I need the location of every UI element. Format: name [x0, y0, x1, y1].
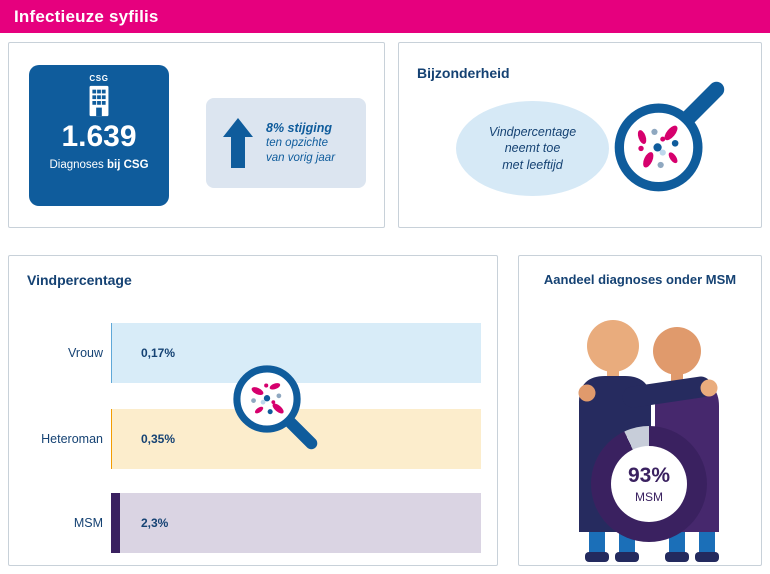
- bar-fill: [111, 493, 120, 553]
- trend-detail: ten opzichte van vorig jaar: [266, 136, 335, 166]
- diagnoses-caption-bold: bij CSG: [107, 159, 149, 171]
- trend-headline: 8% stijging: [266, 120, 332, 135]
- trend-detail-line2: van vorig jaar: [266, 151, 336, 164]
- bar-label: Heteroman: [41, 432, 103, 446]
- bar-track: 2,3%: [111, 493, 481, 553]
- page-title: Infectieuze syfilis: [14, 6, 159, 26]
- trend-text: 8% stijging ten opzichte van vorig jaar: [266, 121, 335, 166]
- msm-donut-center: 93% MSM: [611, 446, 687, 522]
- bar-fill: [111, 409, 113, 469]
- csg-tile: CSG 1.639 Diagnoses bij CSG: [29, 65, 169, 206]
- diagnoses-caption: Diagnoses bij CSG: [49, 159, 148, 171]
- magnifier-microbes-icon: [229, 361, 324, 456]
- note-line-2: neemt toe: [504, 141, 561, 156]
- vindpercentage-title: Vindpercentage: [27, 272, 132, 288]
- msm-panel-title: Aandeel diagnoses onder MSM: [543, 272, 737, 287]
- bar-row-msm: MSM 2,3%: [9, 493, 497, 553]
- diagnoses-caption-prefix: Diagnoses: [49, 159, 104, 171]
- bar-value: 0,35%: [141, 432, 176, 446]
- bijzonderheid-title: Bijzonderheid: [417, 65, 510, 81]
- magnifier-microbes-icon: [609, 73, 733, 197]
- bijzonderheid-panel: Bijzonderheid Vindpercentage neemt toe m…: [398, 42, 762, 228]
- up-arrow-icon: [223, 118, 253, 168]
- msm-percent-label: 93%: [627, 463, 671, 487]
- bar-row-heteroman: Heteroman 0,35%: [9, 409, 497, 469]
- bar-value: 2,3%: [141, 516, 169, 530]
- msm-sub-label: MSM: [635, 489, 663, 504]
- trend-detail-line1: ten opzichte: [266, 136, 329, 149]
- bar-fill: [111, 323, 112, 383]
- bar-track: 0,35%: [111, 409, 481, 469]
- diagnoses-count: 1.639: [61, 120, 137, 153]
- bar-label: MSM: [73, 516, 103, 530]
- diagnoses-panel: CSG 1.639 Diagnoses bij CSG: [8, 42, 385, 228]
- bar-value: 0,17%: [141, 346, 176, 360]
- csg-tile-label: CSG: [89, 74, 109, 83]
- msm-panel: Aandeel diagnoses onder MSM 93% MSM: [518, 255, 762, 566]
- vindpercentage-panel: Vindpercentage Vrouw 0,17% Heteroman 0,3…: [8, 255, 498, 566]
- note-text: Vindpercentage neemt toe met leeftijd: [489, 124, 576, 174]
- note-line-1: Vindpercentage: [488, 124, 577, 139]
- note-line-3: met leeftijd: [502, 157, 563, 172]
- building-icon: [89, 85, 109, 117]
- trend-box: 8% stijging ten opzichte van vorig jaar: [206, 98, 366, 188]
- bar-row-vrouw: Vrouw 0,17%: [9, 323, 497, 383]
- bar-label: Vrouw: [68, 346, 103, 360]
- page-header: Infectieuze syfilis: [0, 0, 770, 33]
- bar-track: 0,17%: [111, 323, 481, 383]
- note-bubble: Vindpercentage neemt toe met leeftijd: [456, 101, 609, 196]
- msm-donut: 93% MSM: [591, 426, 707, 542]
